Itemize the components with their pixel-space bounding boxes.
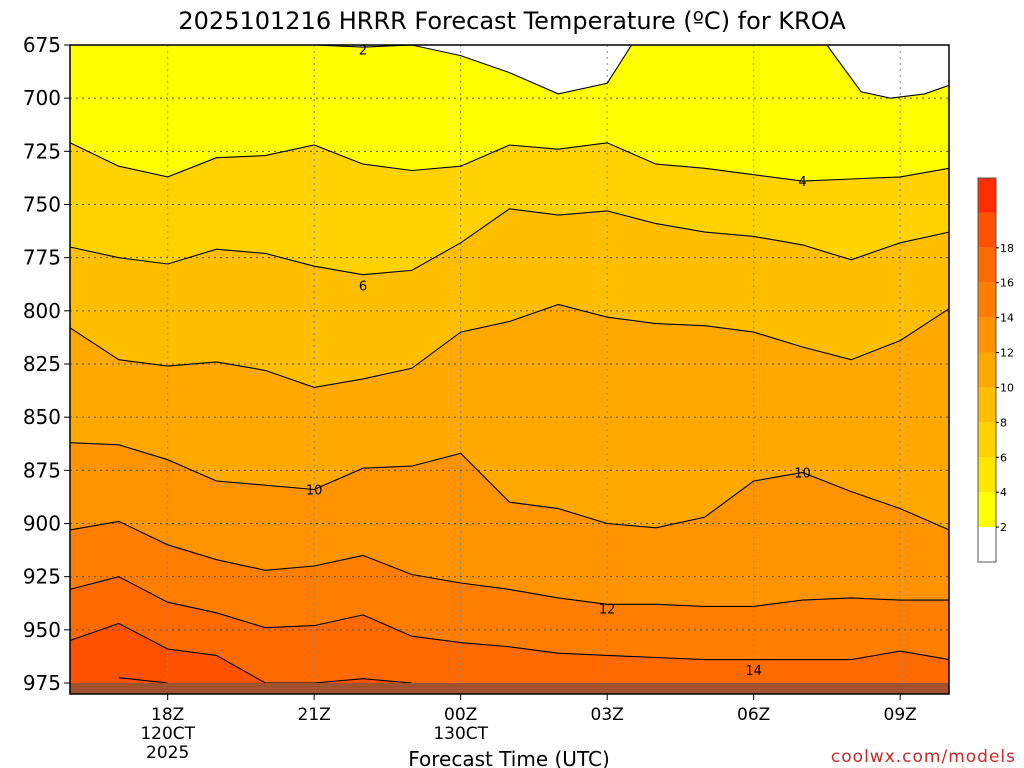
isotherm-10	[69, 442, 950, 531]
y-tick-label: 700	[23, 86, 61, 110]
colorbar-swatch	[978, 282, 996, 318]
isotherm-label: 10	[306, 483, 323, 498]
isotherm-labels: 2 4 6 10 10 12 14	[306, 43, 811, 679]
isotherm-4	[69, 142, 950, 182]
y-tick-label: 750	[23, 193, 61, 217]
colorbar: 2 4 6 8 10 12 14 16 18	[977, 177, 1014, 563]
chart-title: 2025101216 HRRR Forecast Temperature (ºC…	[178, 7, 846, 35]
band-below-2-right	[826, 45, 949, 99]
isotherm-label: 12	[599, 603, 616, 618]
y-tick-label: 925	[23, 565, 61, 589]
y-tick-label: 725	[23, 139, 61, 163]
x-tick-label: 120CT	[140, 724, 195, 744]
y-tick-label: 850	[23, 405, 61, 429]
isotherm-label: 4	[798, 175, 806, 190]
isotherm-label: 10	[794, 466, 811, 481]
isotherm-12	[69, 576, 950, 661]
isotherm-8	[69, 303, 950, 388]
isotherm-label: 2	[359, 43, 367, 58]
x-tick-label: 03Z	[591, 705, 624, 725]
y-tick-label: 950	[23, 618, 61, 642]
isotherm-label: 6	[359, 279, 367, 294]
colorbar-label: 4	[1000, 486, 1007, 499]
colorbar-swatch	[978, 352, 996, 388]
band-4-6	[70, 45, 949, 182]
isotherm-16	[118, 677, 168, 684]
colorbar-label: 18	[1000, 242, 1014, 255]
colorbar-swatch	[978, 422, 996, 458]
y-axis: 675 700 725 750 775 800 825 850 875 900 925 950 975	[23, 33, 70, 695]
colorbar-swatch	[978, 492, 996, 528]
colorbar-label: 2	[1000, 521, 1007, 534]
colorbar-swatch	[978, 178, 996, 213]
isotherm-6	[69, 208, 950, 276]
colorbar-label: 12	[1000, 347, 1014, 360]
colorbar-swatch	[978, 387, 996, 423]
x-tick-label: 00Z	[444, 705, 477, 725]
plot-frame	[69, 44, 950, 695]
isotherm-11	[69, 520, 949, 607]
colorbar-label: 14	[1000, 312, 1014, 325]
x-tick-label: 18Z	[151, 705, 184, 725]
colorbar-swatch	[978, 457, 996, 493]
colorbar-label: 10	[1000, 381, 1014, 394]
x-tick-label: 2025	[146, 743, 189, 763]
grid-lines	[70, 45, 949, 683]
isotherm-2-tail	[826, 44, 950, 99]
y-tick-label: 875	[23, 458, 61, 482]
colorbar-swatch	[978, 527, 996, 562]
y-tick-label: 775	[23, 246, 61, 270]
colorbar-label: 16	[1000, 277, 1014, 290]
colorbar-swatch	[978, 317, 996, 353]
x-tick-label: 06Z	[737, 705, 770, 725]
colorbar-swatch	[978, 247, 996, 283]
temperature-fill	[70, 45, 949, 694]
colorbar-label: 8	[1000, 416, 1007, 429]
x-tick-label: 130CT	[433, 724, 488, 744]
band-below-2-center	[70, 45, 632, 94]
y-tick-label: 825	[23, 352, 61, 376]
isotherm-label: 14	[745, 664, 762, 679]
y-tick-label: 975	[23, 671, 61, 695]
x-tick-label: 09Z	[884, 705, 917, 725]
y-tick-label: 800	[23, 299, 61, 323]
colorbar-swatch	[978, 212, 996, 248]
x-tick-label: 21Z	[298, 705, 331, 725]
isotherm-14	[69, 622, 412, 684]
ground-surface	[70, 683, 949, 694]
x-axis-title: Forecast Time (UTC)	[408, 747, 610, 768]
colorbar-label: 6	[1000, 451, 1007, 464]
y-tick-label: 900	[23, 512, 61, 536]
y-tick-label: 675	[23, 33, 61, 57]
colorbar-frame	[977, 177, 997, 563]
watermark-text: coolwx.com/models	[831, 747, 1016, 767]
